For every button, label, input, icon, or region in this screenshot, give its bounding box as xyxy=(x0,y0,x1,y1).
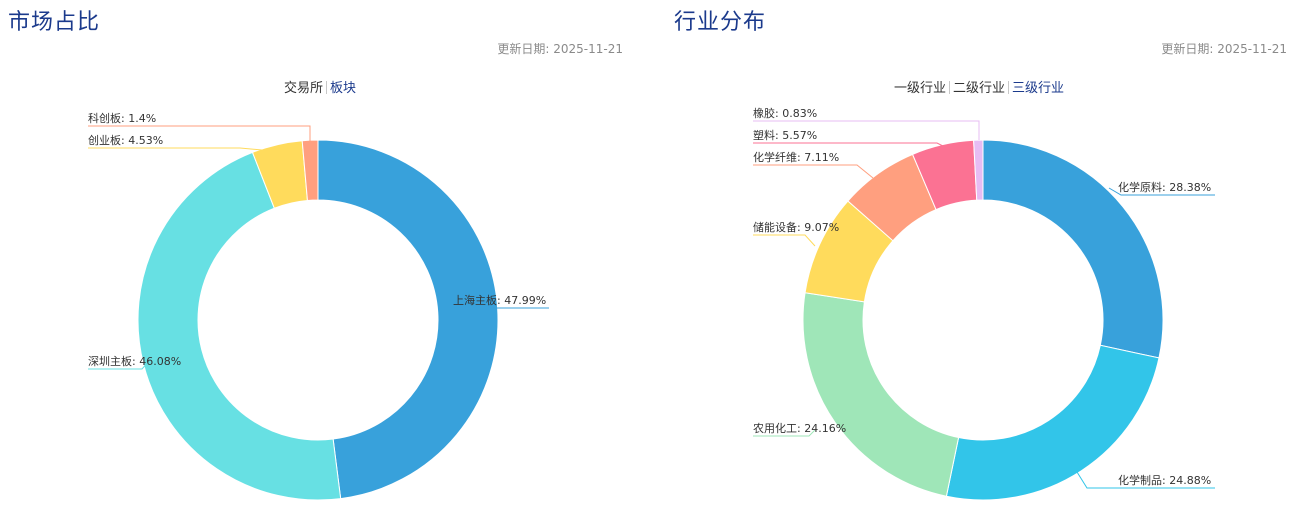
tab-board[interactable]: 板块 xyxy=(330,81,357,96)
leader-line-slice-5 xyxy=(753,164,874,179)
leader-line-slice-6 xyxy=(753,142,948,149)
leader-line-slice-1 xyxy=(457,299,549,309)
slice-label-slice-5: 化学纤维: 7.11% xyxy=(753,150,839,164)
donut-slice-2[interactable] xyxy=(945,344,1160,501)
slice-label-slice-3: 创业板: 4.53% xyxy=(88,133,163,147)
leader-line-slice-4 xyxy=(88,125,311,142)
leader-line-slice-2 xyxy=(1076,471,1215,489)
tab-divider xyxy=(1008,81,1009,94)
leader-line-slice-1 xyxy=(1108,187,1215,196)
panel-title: 市场占比 xyxy=(8,10,101,35)
donut-slice-1[interactable] xyxy=(982,139,1164,359)
slice-label-slice-4: 科创板: 1.4% xyxy=(88,111,156,125)
tab-industry-level-3[interactable]: 三级行业 xyxy=(1012,81,1065,96)
donut-slice-3[interactable] xyxy=(802,292,960,497)
leader-line-slice-4 xyxy=(753,234,816,247)
slice-label-slice-6: 塑料: 5.57% xyxy=(753,128,817,142)
donut-slice-2[interactable] xyxy=(137,151,342,501)
leader-line-slice-3 xyxy=(753,429,816,437)
tab-bar: 一级行业 二级行业 三级行业 xyxy=(665,77,1293,96)
leader-line-slice-7 xyxy=(753,120,980,140)
slice-label-slice-3: 农用化工: 24.16% xyxy=(753,421,846,435)
slice-label-slice-1: 化学原料: 28.38% xyxy=(1118,180,1211,194)
market-share-donut-chart: 上海主板: 47.99% 深圳主板: 46.08% 创业板: 4.53% 科创板: 1… xyxy=(88,111,549,501)
donut-slice-7[interactable] xyxy=(973,139,984,201)
slice-label-slice-4: 储能设备: 9.07% xyxy=(753,220,839,234)
market-share-panel: 市场占比 更新日期: 2025-11-21 交易所 板块 上海主板: 47.99%… xyxy=(0,0,640,514)
leader-line-slice-3 xyxy=(88,147,263,151)
tab-bar: 交易所 板块 xyxy=(0,77,640,96)
slice-label-slice-7: 橡胶: 0.83% xyxy=(753,106,817,120)
tab-divider xyxy=(326,81,327,94)
tab-divider xyxy=(948,81,950,94)
industry-distribution-donut-chart: 化学原料: 28.38% 化学制品: 24.88% 农用化工: 24.16% 储能设备… xyxy=(753,106,1215,501)
donut-slice-1[interactable] xyxy=(317,139,499,500)
update-date: 更新日期: 2025-11-21 xyxy=(497,42,623,56)
tab-industry-level-2[interactable]: 二级行业 xyxy=(952,81,1005,96)
donut-slice-4[interactable] xyxy=(301,139,319,202)
slice-label-slice-2: 化学制品: 24.88% xyxy=(1118,473,1211,487)
slice-label-slice-2: 深圳主板: 46.08% xyxy=(88,354,181,368)
slice-label-slice-1: 上海主板: 47.99% xyxy=(453,293,546,307)
industry-distribution-panel: 行业分布 更新日期: 2025-11-21 一级行业 二级行业 三级行业 化学原料:… xyxy=(665,0,1293,514)
tab-exchange[interactable]: 交易所 xyxy=(283,81,323,96)
tab-industry-level-1[interactable]: 一级行业 xyxy=(893,81,946,96)
leader-line-slice-2 xyxy=(88,359,151,370)
panel-title: 行业分布 xyxy=(674,10,767,35)
update-date: 更新日期: 2025-11-21 xyxy=(1161,42,1287,56)
